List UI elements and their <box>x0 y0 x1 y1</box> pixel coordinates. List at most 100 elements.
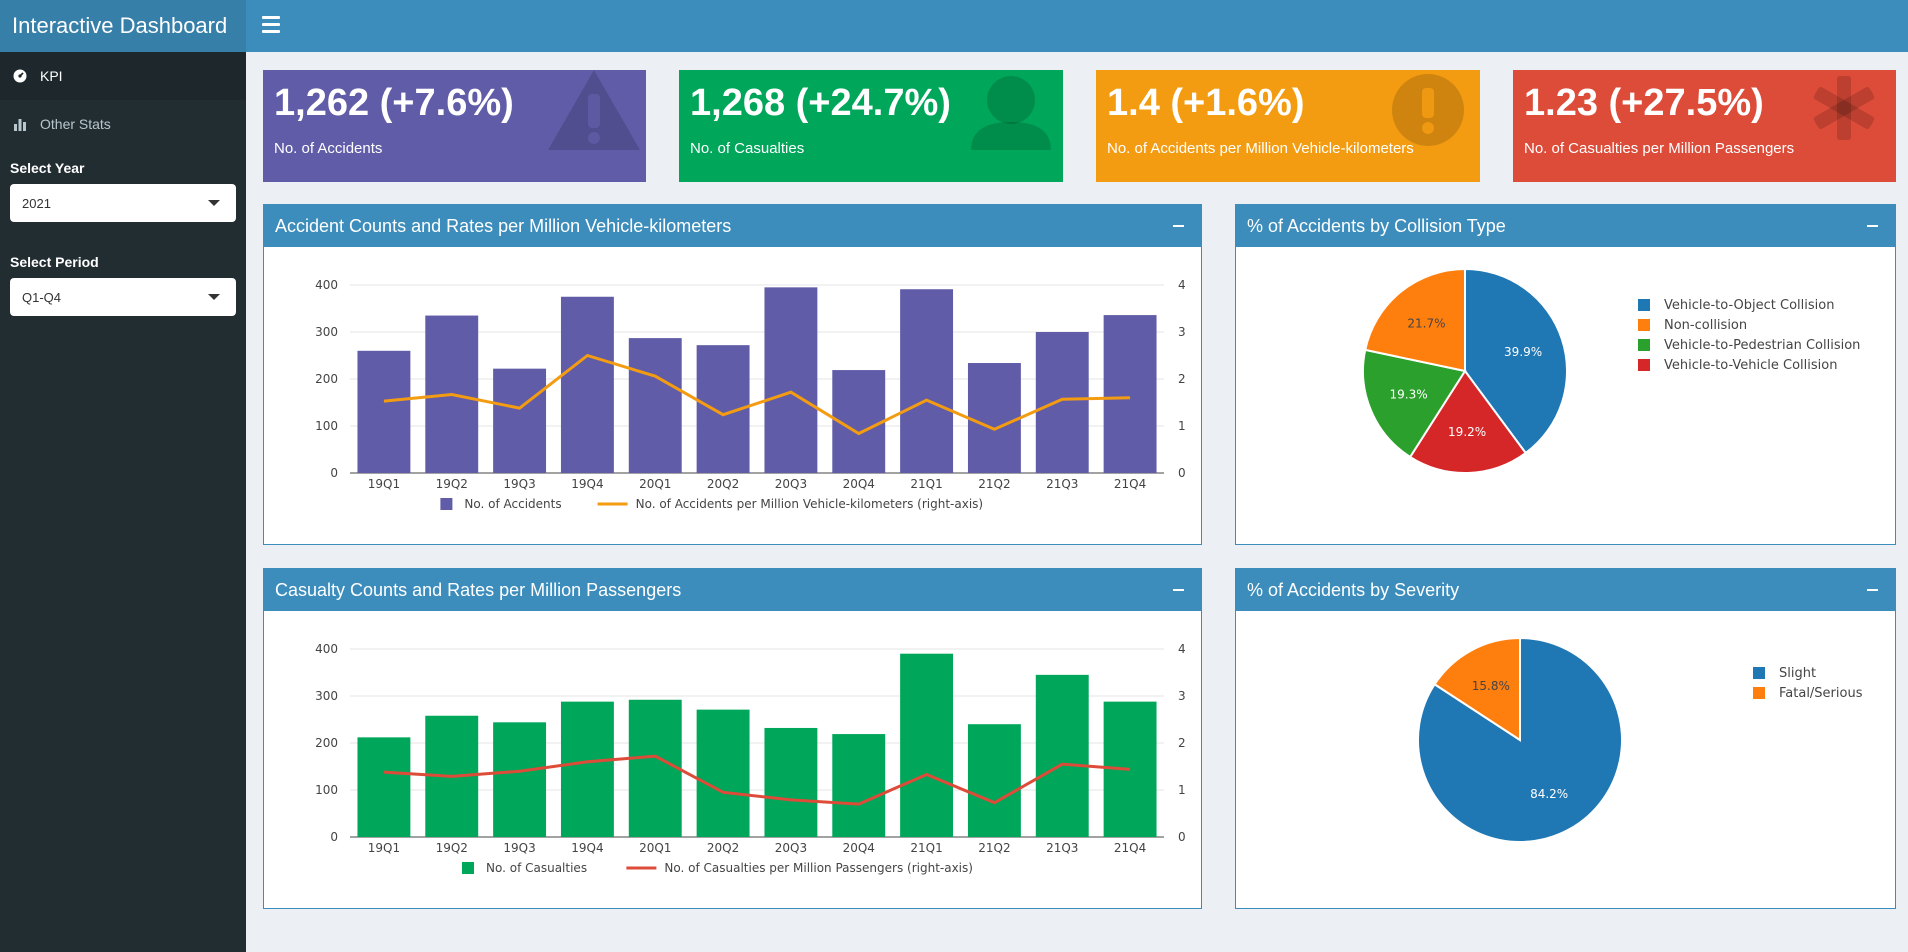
legend-swatch <box>1753 687 1765 699</box>
y2-tick-label: 2 <box>1178 736 1186 750</box>
pie-slice[interactable] <box>1464 267 1568 455</box>
legend-label: No. of Accidents per Million Vehicle-kil… <box>636 497 984 511</box>
series-line[interactable] <box>383 353 1131 436</box>
select-year-value: 2021 <box>22 195 51 211</box>
bar[interactable] <box>493 368 547 473</box>
chevron-down-icon <box>208 294 220 300</box>
sidebar-item-other-stats[interactable]: Other Stats <box>0 100 246 148</box>
bar[interactable] <box>1035 674 1089 837</box>
slice-label: 39.9% <box>1504 345 1542 359</box>
legend: Slight Fatal/Serious <box>1753 666 1863 701</box>
collapse-icon[interactable] <box>1865 205 1881 247</box>
x-tick-label: 19Q4 <box>571 477 603 491</box>
kpi-accident-rate: 1.4 (+1.6%) No. of Accidents per Million… <box>1096 70 1480 182</box>
y2-tick-label: 3 <box>1178 689 1186 703</box>
kpi-value: 1,268 (+24.7%) <box>690 82 951 124</box>
bar[interactable] <box>764 287 818 473</box>
x-tick-label: 19Q3 <box>503 841 535 855</box>
pie-slice[interactable] <box>1408 369 1528 474</box>
legend-swatch <box>1638 359 1650 371</box>
bar[interactable] <box>357 350 411 473</box>
legend: No. of Casualties No. of Casualties per M… <box>462 861 973 875</box>
x-tick-label: 21Q4 <box>1114 841 1146 855</box>
bar[interactable] <box>628 699 682 837</box>
kpi-value: 1.4 (+1.6%) <box>1107 82 1305 124</box>
x-tick-label: 19Q1 <box>368 477 400 491</box>
select-period-label: Select Period <box>10 254 99 270</box>
select-year-label: Select Year <box>10 160 85 176</box>
legend-swatch <box>462 862 474 874</box>
pie-slice[interactable] <box>1433 636 1521 742</box>
bar[interactable] <box>900 653 954 837</box>
bar[interactable] <box>560 701 614 837</box>
slice-label: 15.8% <box>1472 679 1510 693</box>
box-title-text: % of Accidents by Severity <box>1247 580 1460 600</box>
box-title: Accident Counts and Rates per Million Ve… <box>264 205 1201 247</box>
y2-tick-label: 4 <box>1178 278 1186 292</box>
box-title-text: Accident Counts and Rates per Million Ve… <box>275 216 732 236</box>
x-tick-label: 20Q3 <box>775 841 807 855</box>
bar[interactable] <box>967 363 1021 473</box>
collapse-icon[interactable] <box>1865 569 1881 611</box>
pie-slice[interactable] <box>1417 636 1623 843</box>
x-tick-label: 21Q3 <box>1046 477 1078 491</box>
app-title: Interactive Dashboard <box>0 0 246 52</box>
y2-tick-label: 4 <box>1178 642 1186 656</box>
bar[interactable] <box>1103 315 1157 473</box>
select-period-dropdown[interactable]: Q1-Q4 <box>10 278 236 316</box>
x-tick-label: 21Q1 <box>910 477 942 491</box>
y-tick-label: 100 <box>315 419 338 433</box>
series-line[interactable] <box>383 754 1131 806</box>
user-icon <box>971 76 1051 150</box>
y2-tick-label: 1 <box>1178 419 1186 433</box>
y-tick-label: 300 <box>315 325 338 339</box>
collision-chart-box: % of Accidents by Collision Type 39.9% 19… <box>1235 204 1896 545</box>
x-tick-label: 19Q2 <box>436 477 468 491</box>
legend-label: No. of Casualties <box>486 861 587 875</box>
kpi-accidents: 1,262 (+7.6%) No. of Accidents <box>263 70 646 182</box>
legend-label: No. of Accidents <box>464 497 561 511</box>
bar[interactable] <box>764 727 818 837</box>
legend-swatch <box>440 498 453 510</box>
legend-label: Vehicle-to-Object Collision <box>1664 298 1834 313</box>
bar[interactable] <box>967 724 1021 837</box>
collapse-icon[interactable] <box>1171 569 1187 611</box>
bar[interactable] <box>900 289 954 473</box>
x-tick-label: 20Q2 <box>707 477 739 491</box>
x-tick-label: 20Q4 <box>843 477 875 491</box>
pie-slice[interactable] <box>1364 267 1466 373</box>
box-title-text: Casualty Counts and Rates per Million Pa… <box>275 580 682 600</box>
accidents-combo-chart: 0 100 200 300 400 0 1 2 3 4 19Q1 19Q2 19Q3 19Q4 20Q1 20… <box>315 278 1186 511</box>
exclamation-icon <box>1392 74 1464 146</box>
x-tick-label: 21Q2 <box>978 477 1010 491</box>
kpi-casualties: 1,268 (+24.7%) No. of Casualties <box>679 70 1063 182</box>
severity-chart-box: % of Accidents by Severity 84.2% 15.8% Sli… <box>1235 568 1896 909</box>
bar[interactable] <box>696 709 750 837</box>
bar[interactable] <box>357 737 411 837</box>
legend-label: Vehicle-to-Vehicle Collision <box>1664 358 1837 373</box>
kpi-value: 1.23 (+27.5%) <box>1524 82 1764 124</box>
kpi-value: 1,262 (+7.6%) <box>274 82 514 124</box>
legend: No. of Accidents No. of Accidents per Mil… <box>440 497 983 511</box>
y2-tick-label: 2 <box>1178 372 1186 386</box>
bar[interactable] <box>1035 332 1089 473</box>
kpi-casualty-rate: 1.23 (+27.5%) No. of Casualties per Mill… <box>1513 70 1896 182</box>
sidebar-toggle-icon[interactable] <box>262 16 280 36</box>
legend-label: Vehicle-to-Pedestrian Collision <box>1664 338 1860 353</box>
bar[interactable] <box>560 296 614 473</box>
select-year-dropdown[interactable]: 2021 <box>10 184 236 222</box>
x-tick-label: 20Q1 <box>639 841 671 855</box>
collapse-icon[interactable] <box>1171 205 1187 247</box>
legend-label: Non-collision <box>1664 318 1747 333</box>
sidebar-item-label: KPI <box>40 68 63 84</box>
bar[interactable] <box>832 734 886 837</box>
bar-chart-icon <box>12 116 28 132</box>
y-tick-label: 300 <box>315 689 338 703</box>
bar[interactable] <box>493 722 547 837</box>
x-tick-label: 21Q1 <box>910 841 942 855</box>
sidebar-item-kpi[interactable]: KPI <box>0 52 246 100</box>
x-tick-label: 20Q4 <box>843 841 875 855</box>
x-tick-label: 19Q1 <box>368 841 400 855</box>
pie-slice[interactable] <box>1362 348 1467 459</box>
bar[interactable] <box>628 338 682 473</box>
